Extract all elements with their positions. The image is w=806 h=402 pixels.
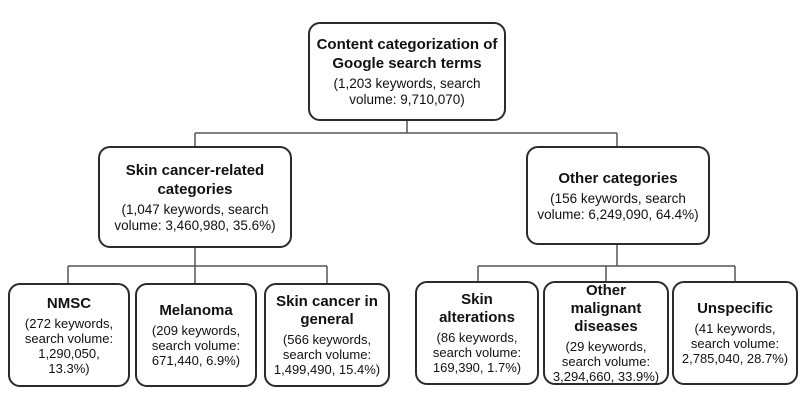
skin-cancer-general-title: Skin cancer in general	[276, 293, 378, 328]
skin-cancer-general-node: Skin cancer in general (566 keywords, se…	[264, 283, 390, 387]
unspecific-title: Unspecific	[697, 300, 773, 317]
skin-alterations-subtitle: (86 keywords, search volume: 169,390, 1.…	[432, 330, 522, 375]
other-malignant-title: Other malignant diseases	[570, 282, 642, 335]
root-node: Content categorization of Google search …	[308, 22, 506, 121]
melanoma-subtitle: (209 keywords, search volume: 671,440, 6…	[151, 323, 241, 368]
unspecific-subtitle: (41 keywords, search volume: 2,785,040, …	[681, 321, 789, 366]
other-malignant-subtitle: (29 keywords, search volume: 3,294,660, …	[552, 339, 660, 384]
other-categories-title: Other categories	[558, 169, 678, 187]
skin-cancer-title: Skin cancer-related categories	[125, 161, 265, 198]
skin-alterations-node: Skin alterations (86 keywords, search vo…	[415, 281, 539, 385]
skin-cancer-general-subtitle: (566 keywords, search volume: 1,499,490,…	[273, 332, 381, 377]
skin-cancer-subtitle: (1,047 keywords, search volume: 3,460,98…	[114, 201, 276, 233]
other-categories-node: Other categories (156 keywords, search v…	[526, 146, 710, 245]
other-malignant-node: Other malignant diseases (29 keywords, s…	[543, 281, 669, 385]
melanoma-title: Melanoma	[159, 302, 233, 319]
nmsc-node: NMSC (272 keywords, search volume: 1,290…	[8, 283, 130, 387]
nmsc-subtitle: (272 keywords, search volume: 1,290,050,…	[24, 315, 114, 376]
other-categories-subtitle: (156 keywords, search volume: 6,249,090,…	[537, 190, 699, 222]
unspecific-node: Unspecific (41 keywords, search volume: …	[672, 281, 798, 385]
nmsc-title: NMSC	[46, 294, 92, 312]
root-subtitle: (1,203 keywords, search volume: 9,710,07…	[333, 76, 481, 107]
melanoma-node: Melanoma (209 keywords, search volume: 6…	[135, 283, 257, 387]
root-title: Content categorization of Google search …	[316, 36, 498, 72]
skin-cancer-node: Skin cancer-related categories (1,047 ke…	[98, 146, 292, 248]
skin-alterations-title: Skin alterations	[439, 291, 515, 326]
